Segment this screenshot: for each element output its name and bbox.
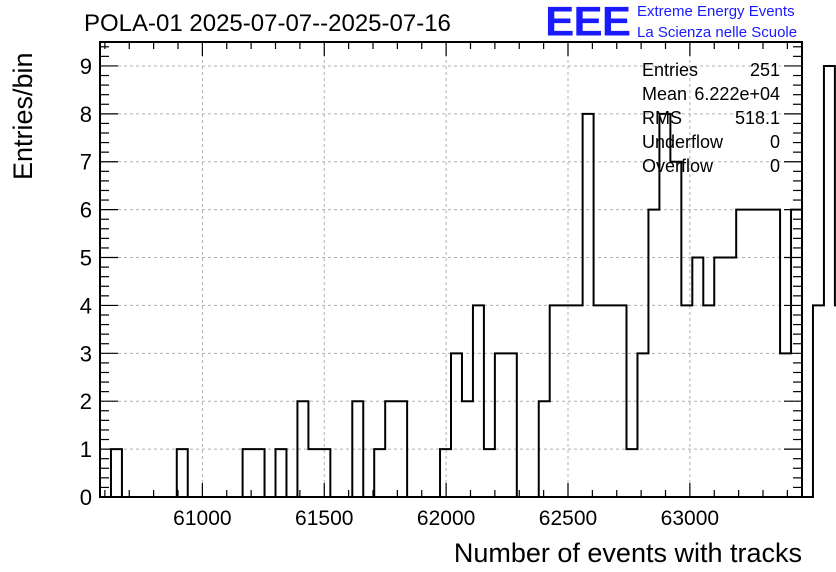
x-tick-label: 61500: [295, 507, 353, 530]
stats-value: 0: [769, 132, 780, 152]
y-axis-label: Entries/bin: [8, 52, 38, 180]
histogram-bin: [539, 401, 550, 497]
histogram-bin: [824, 66, 835, 497]
histogram-bin: [670, 162, 681, 497]
axis-tick-labels: 61000 61500 62000 62500 63000 0 1 2 3 4 5 6 7 8 9: [80, 54, 719, 530]
stats-row-mean: Mean 6.222e+04: [642, 82, 780, 106]
stats-row-underflow: Underflow 0: [642, 130, 780, 154]
stats-row-rms: RMS 518.1: [642, 106, 780, 130]
histogram-bars: [100, 64, 836, 498]
histogram-bin: [374, 449, 385, 497]
x-tick-label: 61000: [173, 507, 231, 530]
y-tick-label: 1: [80, 437, 92, 462]
histogram-bin: [692, 258, 703, 497]
x-tick-label: 62000: [417, 507, 475, 530]
histogram-bin: [605, 305, 616, 497]
histogram-bin: [648, 210, 659, 497]
y-tick-label: 0: [80, 485, 92, 510]
stats-key: Mean: [642, 84, 688, 104]
histogram-bin: [352, 401, 363, 497]
y-tick-label: 8: [80, 102, 92, 127]
histogram-bin: [583, 114, 594, 497]
stats-key: Underflow: [642, 132, 724, 152]
histogram-bin: [736, 210, 747, 497]
histogram-bin: [616, 305, 627, 497]
stats-value: 0: [769, 156, 780, 176]
histogram-bin: [758, 210, 769, 497]
histogram-bin: [506, 353, 517, 497]
histogram-bin: [177, 449, 188, 497]
histogram-bin: [111, 449, 122, 497]
histogram-bin: [714, 258, 725, 497]
stats-key: RMS: [642, 108, 682, 128]
stats-value: 6.222e+04: [694, 84, 780, 104]
histogram-bin: [451, 353, 462, 497]
histogram-bin: [319, 449, 330, 497]
histogram-bin: [550, 305, 561, 497]
x-axis-label: Number of events with tracks: [453, 538, 802, 568]
histogram-bin: [561, 305, 572, 497]
x-tick-label: 62500: [539, 507, 597, 530]
y-tick-label: 2: [80, 389, 92, 414]
histogram-bin: [703, 305, 714, 497]
logo-line-2: La Scienza nelle Scuole: [637, 24, 798, 41]
y-tick-label: 5: [80, 246, 92, 271]
histogram-bin: [243, 449, 254, 497]
histogram-bin: [813, 305, 824, 497]
histogram-bin: [385, 401, 396, 497]
histogram-bin: [396, 401, 407, 497]
histogram-bin: [473, 305, 484, 497]
chart-title: POLA-01 2025-07-07--2025-07-16: [84, 10, 451, 37]
histogram-bin: [627, 449, 638, 497]
histogram-bin: [308, 449, 319, 497]
logo-line-1: Extreme Energy Events: [637, 3, 795, 20]
histogram-bin: [462, 401, 473, 497]
y-tick-label: 3: [80, 341, 92, 366]
stats-key: Overflow: [642, 156, 714, 176]
histogram-bin: [440, 449, 451, 497]
histogram-bin: [254, 449, 265, 497]
histogram-bin: [572, 305, 583, 497]
eee-logo: EEE: [545, 0, 631, 45]
y-tick-label: 9: [80, 54, 92, 79]
stats-row-overflow: Overflow 0: [642, 154, 780, 178]
stats-key: Entries: [642, 60, 699, 80]
x-tick-label: 63000: [661, 507, 719, 530]
histogram-bin: [276, 449, 287, 497]
histogram-bin: [769, 210, 780, 497]
histogram-bin: [495, 353, 506, 497]
y-tick-label: 4: [80, 293, 92, 318]
histogram-bin: [297, 401, 308, 497]
axis-ticks: [100, 42, 802, 498]
stats-value: 251: [749, 60, 780, 80]
stats-value: 518.1: [734, 108, 780, 128]
histogram-bin: [725, 258, 736, 497]
stats-row-entries: Entries 251: [642, 58, 780, 82]
plot-frame: [99, 41, 803, 498]
y-tick-label: 6: [80, 198, 92, 223]
histogram-outline: [100, 64, 836, 498]
histogram-bin: [681, 305, 692, 497]
stats-box: Entries 251 Mean 6.222e+04 RMS 518.1 Und…: [642, 58, 780, 178]
histogram-bin: [780, 353, 791, 497]
histogram-bin: [594, 305, 605, 497]
histogram-bin: [637, 353, 648, 497]
histogram-bin: [484, 449, 495, 497]
histogram-bin: [747, 210, 758, 497]
y-tick-label: 7: [80, 150, 92, 175]
